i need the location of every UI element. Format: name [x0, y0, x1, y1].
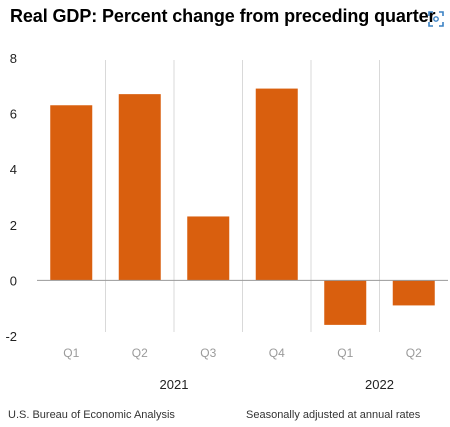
y-tick-label: -2 [5, 329, 17, 344]
note-label: Seasonally adjusted at annual rates [246, 409, 421, 421]
x-tick-label: Q3 [200, 346, 216, 360]
source-label: U.S. Bureau of Economic Analysis [8, 409, 175, 421]
bar [50, 105, 93, 281]
bar [187, 216, 230, 281]
x-tick-label: Q4 [269, 346, 285, 360]
y-tick-label: 2 [10, 218, 17, 233]
bar [118, 94, 161, 281]
y-tick-label: 4 [10, 162, 17, 177]
bar [255, 88, 298, 281]
y-tick-label: 6 [10, 107, 17, 122]
scan-icon[interactable] [428, 11, 444, 27]
y-tick-label: 0 [10, 273, 17, 288]
bar [324, 280, 367, 325]
x-tick-label: Q1 [337, 346, 353, 360]
bar [392, 280, 435, 306]
x-tick-label: Q1 [63, 346, 79, 360]
x-tick-label: Q2 [406, 346, 422, 360]
chart-title: Real GDP: Percent change from preceding … [10, 6, 436, 26]
x-tick-label: Q2 [132, 346, 148, 360]
year-label: 2022 [365, 377, 394, 392]
year-label: 2021 [160, 377, 189, 392]
y-tick-label: 8 [10, 51, 17, 66]
